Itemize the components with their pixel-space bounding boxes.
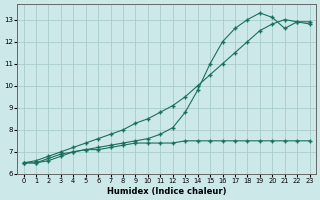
X-axis label: Humidex (Indice chaleur): Humidex (Indice chaleur) — [107, 187, 226, 196]
